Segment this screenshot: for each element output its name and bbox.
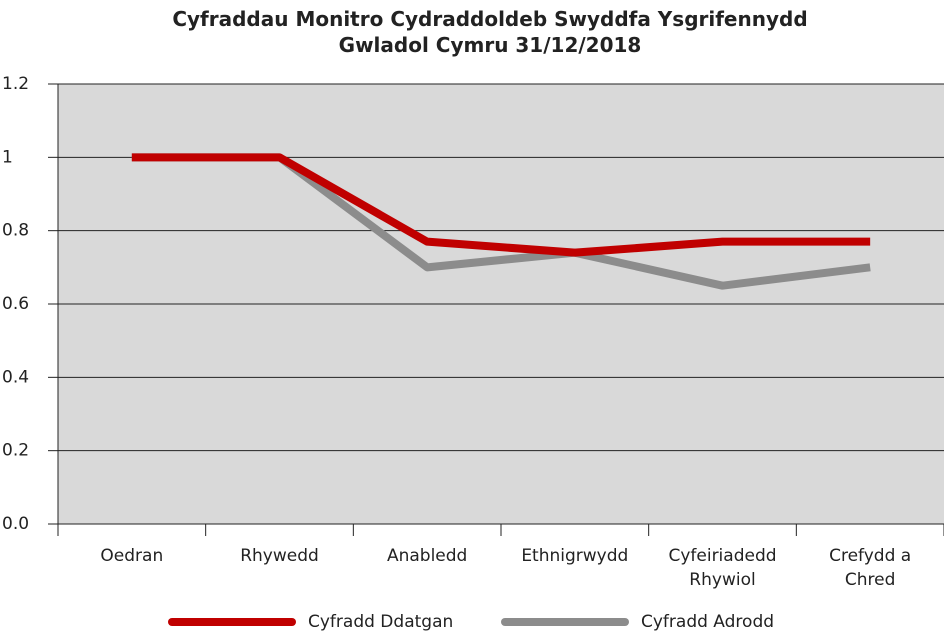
x-tick-label: Anabledd [387,546,467,566]
x-tick-label: Crefydd a Chred [829,546,911,590]
x-tick-label: Rhywedd [240,546,319,566]
y-tick-label: 1 [2,147,13,167]
legend-label: Cyfradd Ddatgan [308,612,453,632]
chart-title: Cyfraddau Monitro Cydraddoldeb Swyddfa Y… [172,7,807,57]
x-tick-label: Cyfeiriadedd Rhywiol [668,546,776,590]
y-tick-label: 0.6 [2,294,29,314]
x-tick-label: Oedran [100,546,163,566]
y-tick-label: 0.2 [2,441,29,461]
y-tick-label: 0.4 [2,367,29,387]
series-line [131,153,871,257]
y-tick-label: 0.0 [2,514,29,534]
x-tick-label: Ethnigrwydd [521,546,628,566]
legend-label: Cyfradd Adrodd [641,612,774,632]
y-tick-label: 0.8 [2,221,29,241]
y-tick-label: 1.2 [2,74,29,94]
